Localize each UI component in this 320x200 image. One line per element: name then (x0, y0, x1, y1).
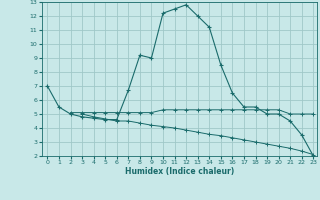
X-axis label: Humidex (Indice chaleur): Humidex (Indice chaleur) (124, 167, 234, 176)
